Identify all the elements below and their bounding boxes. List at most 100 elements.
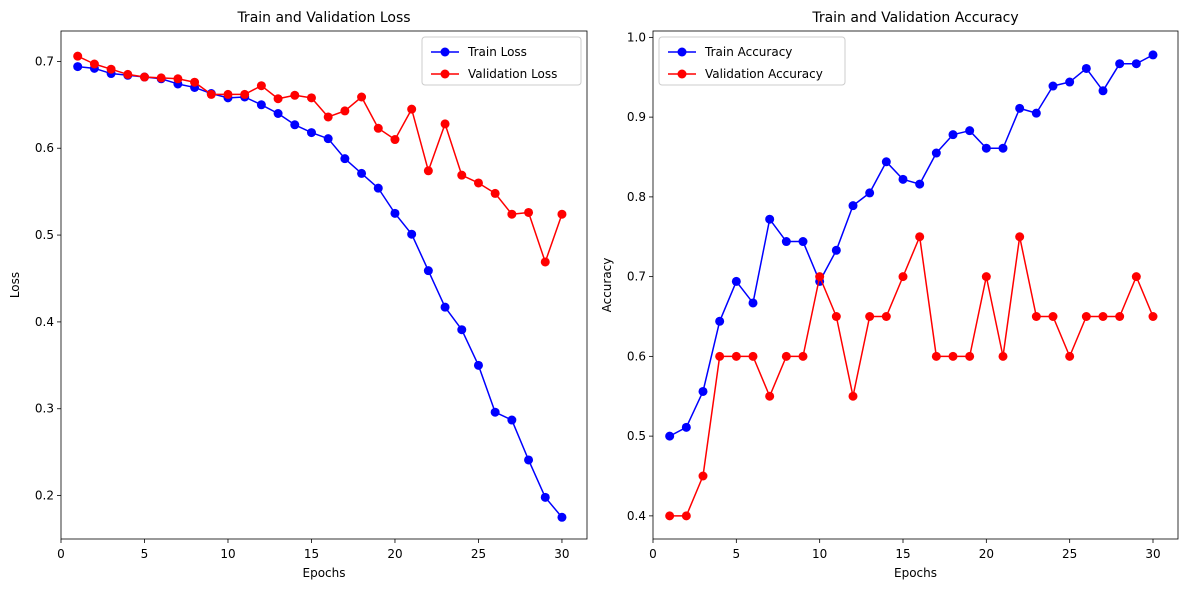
validation-loss-point bbox=[206, 89, 216, 99]
validation-loss-point bbox=[190, 77, 200, 87]
loss-x-tick-label: 10 bbox=[220, 547, 235, 561]
validation-loss-point bbox=[490, 188, 500, 198]
validation-loss-point bbox=[240, 89, 250, 99]
validation-loss-point bbox=[340, 106, 350, 116]
train-loss-point bbox=[390, 208, 400, 218]
validation-accuracy-legend-label: Validation Accuracy bbox=[705, 67, 823, 81]
train-accuracy-point bbox=[765, 214, 775, 224]
train-accuracy-point bbox=[798, 237, 808, 247]
validation-loss-point bbox=[139, 72, 149, 82]
accuracy-y-axis-label: Accuracy bbox=[600, 258, 614, 313]
train-loss-legend-label: Train Loss bbox=[467, 45, 527, 59]
accuracy-y-tick-label: 0.8 bbox=[627, 190, 646, 204]
train-loss-point bbox=[524, 455, 534, 465]
validation-loss-point bbox=[173, 74, 183, 84]
train-accuracy-point bbox=[865, 188, 875, 198]
validation-accuracy-point bbox=[1048, 312, 1058, 322]
validation-accuracy-point bbox=[898, 272, 908, 282]
train-accuracy-point bbox=[998, 143, 1008, 153]
validation-loss-point bbox=[473, 178, 483, 188]
train-loss-point bbox=[340, 154, 350, 164]
validation-loss-point bbox=[223, 89, 233, 99]
validation-loss-point bbox=[156, 73, 166, 83]
validation-accuracy-point bbox=[698, 471, 708, 481]
train-accuracy-point bbox=[915, 179, 925, 189]
train-accuracy-point bbox=[1081, 63, 1091, 73]
validation-loss-point bbox=[306, 93, 316, 103]
validation-accuracy-point bbox=[848, 391, 858, 401]
validation-accuracy-point bbox=[931, 351, 941, 361]
loss-chart-title: Train and Validation Loss bbox=[236, 10, 410, 26]
loss-y-tick-label: 0.6 bbox=[35, 141, 54, 155]
train-loss-point bbox=[540, 492, 550, 502]
loss-y-tick-label: 0.4 bbox=[35, 315, 54, 329]
validation-accuracy-point bbox=[865, 312, 875, 322]
train-accuracy-point bbox=[1015, 103, 1025, 113]
train-accuracy-point bbox=[931, 148, 941, 158]
train-accuracy-point bbox=[731, 276, 741, 286]
train-loss-point bbox=[407, 229, 417, 239]
train-accuracy-legend-marker bbox=[677, 47, 687, 57]
accuracy-y-tick-label: 0.7 bbox=[627, 270, 646, 284]
train-accuracy-point bbox=[965, 126, 975, 136]
validation-accuracy-point bbox=[715, 351, 725, 361]
train-accuracy-point bbox=[715, 316, 725, 326]
train-accuracy-point bbox=[981, 143, 991, 153]
train-accuracy-point bbox=[1115, 59, 1125, 69]
validation-accuracy-point bbox=[798, 351, 808, 361]
validation-accuracy-point bbox=[765, 391, 775, 401]
loss-x-tick-label: 5 bbox=[141, 547, 149, 561]
train-accuracy-point bbox=[748, 298, 758, 308]
validation-loss-point bbox=[106, 64, 116, 74]
validation-accuracy-point bbox=[1098, 312, 1108, 322]
accuracy-x-tick-label: 0 bbox=[649, 547, 657, 561]
train-accuracy-point bbox=[848, 201, 858, 211]
train-accuracy-point bbox=[881, 157, 891, 167]
loss-legend-box bbox=[421, 36, 582, 86]
train-accuracy-point bbox=[831, 245, 841, 255]
validation-accuracy-point bbox=[681, 511, 691, 521]
validation-loss-point bbox=[256, 81, 266, 91]
validation-accuracy-point bbox=[665, 511, 675, 521]
accuracy-y-tick-label: 0.9 bbox=[627, 110, 646, 124]
train-loss-point bbox=[73, 62, 83, 72]
accuracy-x-tick-label: 20 bbox=[979, 547, 994, 561]
loss-x-tick-label: 30 bbox=[554, 547, 569, 561]
validation-accuracy-point bbox=[915, 232, 925, 242]
validation-loss-point bbox=[540, 257, 550, 267]
accuracy-x-tick-label: 25 bbox=[1062, 547, 1077, 561]
validation-loss-point bbox=[407, 104, 417, 114]
validation-accuracy-point bbox=[981, 272, 991, 282]
train-accuracy-point bbox=[898, 174, 908, 184]
train-accuracy-point bbox=[1065, 77, 1075, 87]
accuracy-chart-title: Train and Validation Accuracy bbox=[811, 10, 1018, 26]
train-loss-point bbox=[273, 108, 283, 118]
accuracy-x-tick-label: 10 bbox=[812, 547, 827, 561]
validation-accuracy-point bbox=[748, 351, 758, 361]
accuracy-x-tick-label: 15 bbox=[895, 547, 910, 561]
validation-loss-point bbox=[373, 123, 383, 133]
train-accuracy-point bbox=[1031, 108, 1041, 118]
loss-y-tick-label: 0.5 bbox=[35, 228, 54, 242]
train-loss-point bbox=[256, 100, 266, 110]
accuracy-plot-frame bbox=[652, 30, 1179, 540]
validation-accuracy-point bbox=[1131, 272, 1141, 282]
validation-accuracy-point bbox=[1148, 312, 1158, 322]
validation-loss-point bbox=[123, 69, 133, 79]
train-accuracy-point bbox=[1098, 86, 1108, 96]
accuracy-x-tick-label: 5 bbox=[733, 547, 741, 561]
train-accuracy-point bbox=[1131, 59, 1141, 69]
validation-accuracy-point bbox=[998, 351, 1008, 361]
accuracy-y-tick-label: 0.6 bbox=[627, 349, 646, 363]
accuracy-x-tick-label: 30 bbox=[1145, 547, 1160, 561]
validation-accuracy-point bbox=[781, 351, 791, 361]
validation-loss-point bbox=[457, 170, 467, 180]
validation-accuracy-point bbox=[965, 351, 975, 361]
validation-accuracy-point bbox=[1115, 312, 1125, 322]
train-loss-point bbox=[357, 168, 367, 178]
train-accuracy-point bbox=[1148, 50, 1158, 60]
validation-accuracy-point bbox=[1081, 312, 1091, 322]
validation-loss-point bbox=[507, 209, 517, 219]
validation-loss-point bbox=[557, 209, 567, 219]
